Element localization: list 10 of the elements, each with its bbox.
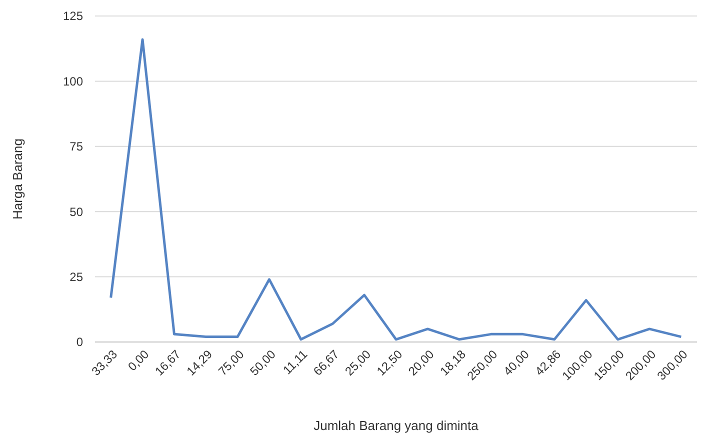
y-tick-label: 100 bbox=[62, 74, 84, 88]
y-tick-label: 0 bbox=[76, 335, 84, 350]
x-axis-title: Jumlah Barang yang diminta bbox=[314, 418, 480, 433]
x-tick-label: 0,00 bbox=[125, 346, 152, 374]
y-tick-label: 75 bbox=[70, 140, 84, 154]
y-axis-title: Harga Barang bbox=[10, 138, 25, 220]
y-tick-label: 50 bbox=[70, 204, 84, 219]
y-tick-label: 25 bbox=[70, 270, 84, 284]
line-series bbox=[110, 38, 682, 341]
y-tick-label: 125 bbox=[62, 9, 84, 24]
